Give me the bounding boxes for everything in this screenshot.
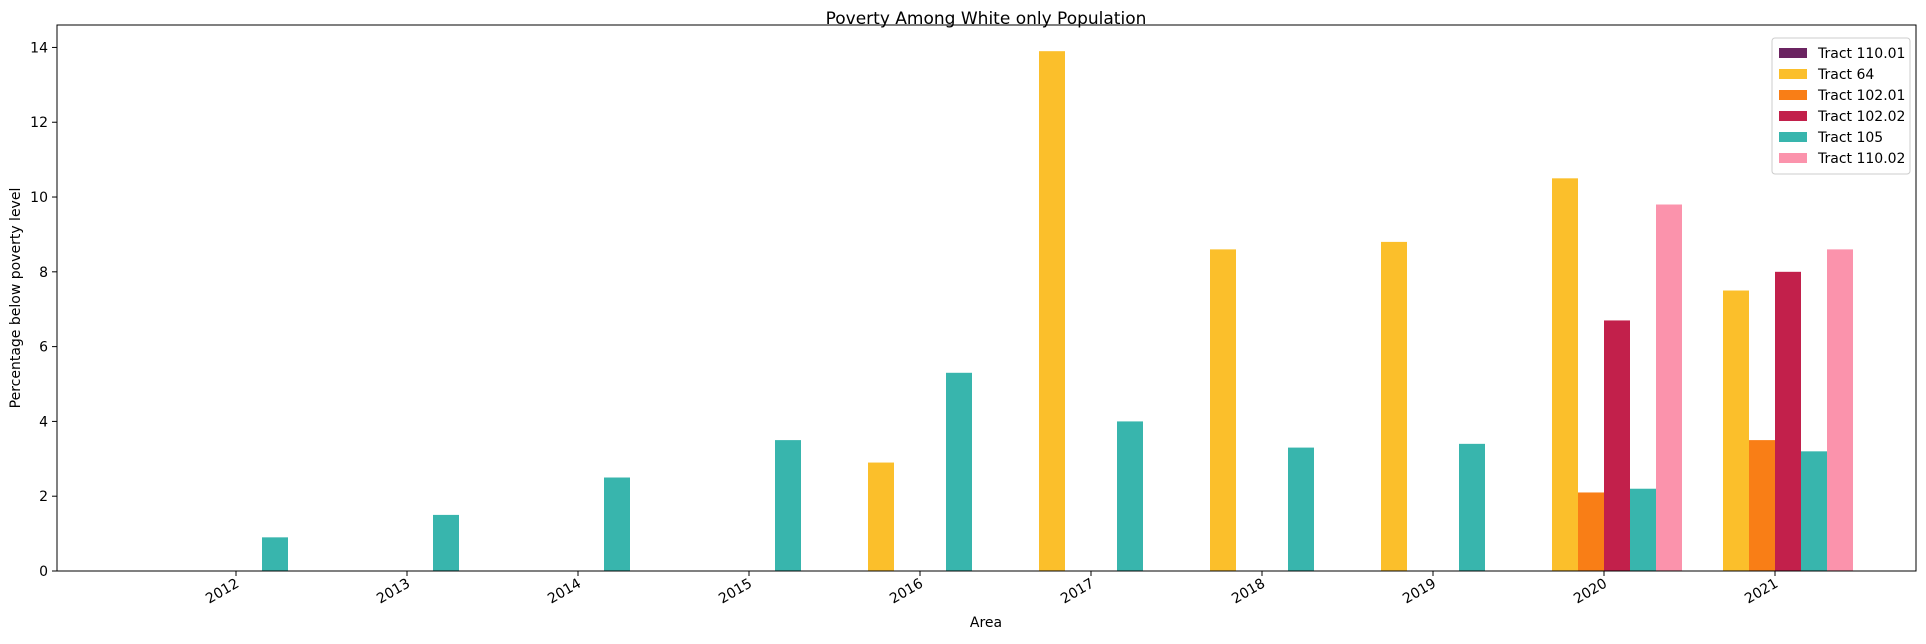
x-tick-label: 2014	[545, 576, 584, 608]
legend-label: Tract 105	[1817, 130, 1883, 146]
bar	[1801, 451, 1827, 571]
bar	[1288, 447, 1314, 571]
x-tick-label: 2013	[374, 576, 413, 608]
chart-title: Poverty Among White only Population	[826, 9, 1147, 29]
y-tick-label: 12	[30, 115, 48, 131]
bar	[604, 477, 630, 571]
x-tick-label: 2015	[716, 576, 755, 608]
legend-label: Tract 102.02	[1817, 109, 1905, 125]
y-axis: 0 2 4 6 8 10 12 14	[30, 40, 57, 580]
x-axis: 2012 2013 2014 2015 2016 2017 2018 2019 2020 2021	[203, 571, 1781, 607]
bar	[1775, 271, 1801, 571]
bar	[1210, 249, 1236, 571]
x-tick-label: 2019	[1400, 576, 1439, 608]
x-tick-label: 2018	[1229, 576, 1268, 608]
bar	[1604, 320, 1630, 571]
y-axis-label: Percentage below poverty level	[8, 188, 24, 409]
y-tick-label: 2	[39, 489, 48, 505]
bar	[1117, 421, 1143, 571]
legend-swatch	[1779, 111, 1807, 121]
bar	[262, 537, 288, 571]
legend: Tract 110.01 Tract 64 Tract 102.01 Tract 10…	[1771, 37, 1911, 175]
bar	[433, 514, 459, 571]
bar	[1578, 492, 1604, 571]
bar	[1656, 204, 1682, 571]
legend-swatch	[1779, 132, 1807, 142]
y-tick-label: 8	[39, 265, 48, 281]
y-tick-label: 4	[39, 414, 48, 430]
legend-swatch	[1779, 90, 1807, 100]
legend-swatch	[1779, 69, 1807, 79]
legend-label: Tract 110.01	[1817, 46, 1905, 62]
legend-label: Tract 102.01	[1817, 88, 1905, 104]
x-tick-label: 2016	[887, 576, 926, 608]
x-tick-label: 2021	[1742, 576, 1781, 608]
bar	[1552, 178, 1578, 571]
y-tick-label: 14	[30, 40, 48, 56]
legend-label: Tract 64	[1817, 67, 1874, 83]
x-axis-label: Area	[970, 615, 1002, 631]
bar	[1039, 51, 1065, 572]
bar	[1630, 488, 1656, 571]
x-tick-label: 2012	[203, 576, 242, 608]
bar	[1723, 290, 1749, 571]
legend-swatch	[1779, 153, 1807, 163]
bar	[946, 372, 972, 571]
x-tick-label: 2017	[1058, 576, 1097, 608]
plot-frame	[56, 24, 1917, 572]
bar	[868, 462, 894, 571]
legend-swatch	[1779, 48, 1807, 58]
legend-label: Tract 110.02	[1817, 151, 1905, 167]
bar	[1459, 443, 1485, 571]
bar	[1827, 249, 1853, 571]
y-tick-label: 6	[39, 340, 48, 356]
y-tick-label: 10	[30, 190, 48, 206]
x-tick-label: 2020	[1571, 576, 1610, 608]
bars-layer	[262, 51, 1853, 572]
bar	[775, 440, 801, 571]
bar	[1749, 440, 1775, 571]
bar	[1381, 241, 1407, 571]
y-tick-label: 0	[39, 564, 48, 580]
